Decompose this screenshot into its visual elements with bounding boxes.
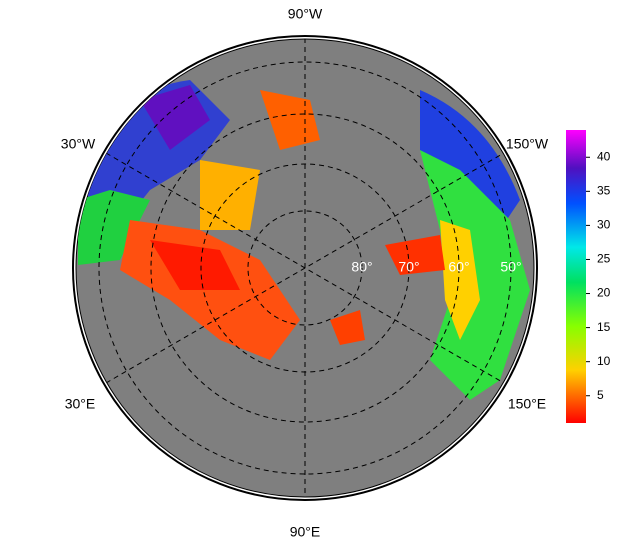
latitude-label: 50° xyxy=(500,259,521,275)
colorbar-tick-label: 20 xyxy=(597,286,611,300)
latitude-label: 80° xyxy=(351,259,372,275)
field-patch xyxy=(440,220,480,340)
field-patch xyxy=(78,190,150,265)
colorbar-tick-label: 40 xyxy=(597,149,611,163)
graticule xyxy=(98,39,512,497)
field-patch xyxy=(150,240,240,290)
colorbar-tick-label: 30 xyxy=(597,218,611,232)
latitude-label: 70° xyxy=(398,259,419,275)
colorbar-tick-label: 25 xyxy=(597,252,611,266)
field-patch xyxy=(200,160,260,230)
data-field xyxy=(78,80,530,400)
longitude-label: 90°W xyxy=(288,6,323,22)
longitude-label: 30°W xyxy=(61,136,96,152)
colorbar-tick-label: 15 xyxy=(597,320,611,334)
longitude-label: 150°W xyxy=(506,136,549,152)
field-patch xyxy=(420,90,520,230)
latitude-label: 60° xyxy=(448,259,469,275)
longitude-label: 30°E xyxy=(65,396,96,412)
colorbar-tick-label: 10 xyxy=(597,354,611,368)
field-patch xyxy=(385,235,445,275)
field-patch xyxy=(140,85,210,150)
colorbar xyxy=(566,130,586,423)
colorbar-tick-label: 35 xyxy=(597,183,611,197)
field-patch xyxy=(330,310,365,345)
longitude-label: 150°E xyxy=(508,396,546,412)
longitude-label: 90°E xyxy=(290,524,321,540)
colorbar-tick-label: 5 xyxy=(597,388,604,402)
